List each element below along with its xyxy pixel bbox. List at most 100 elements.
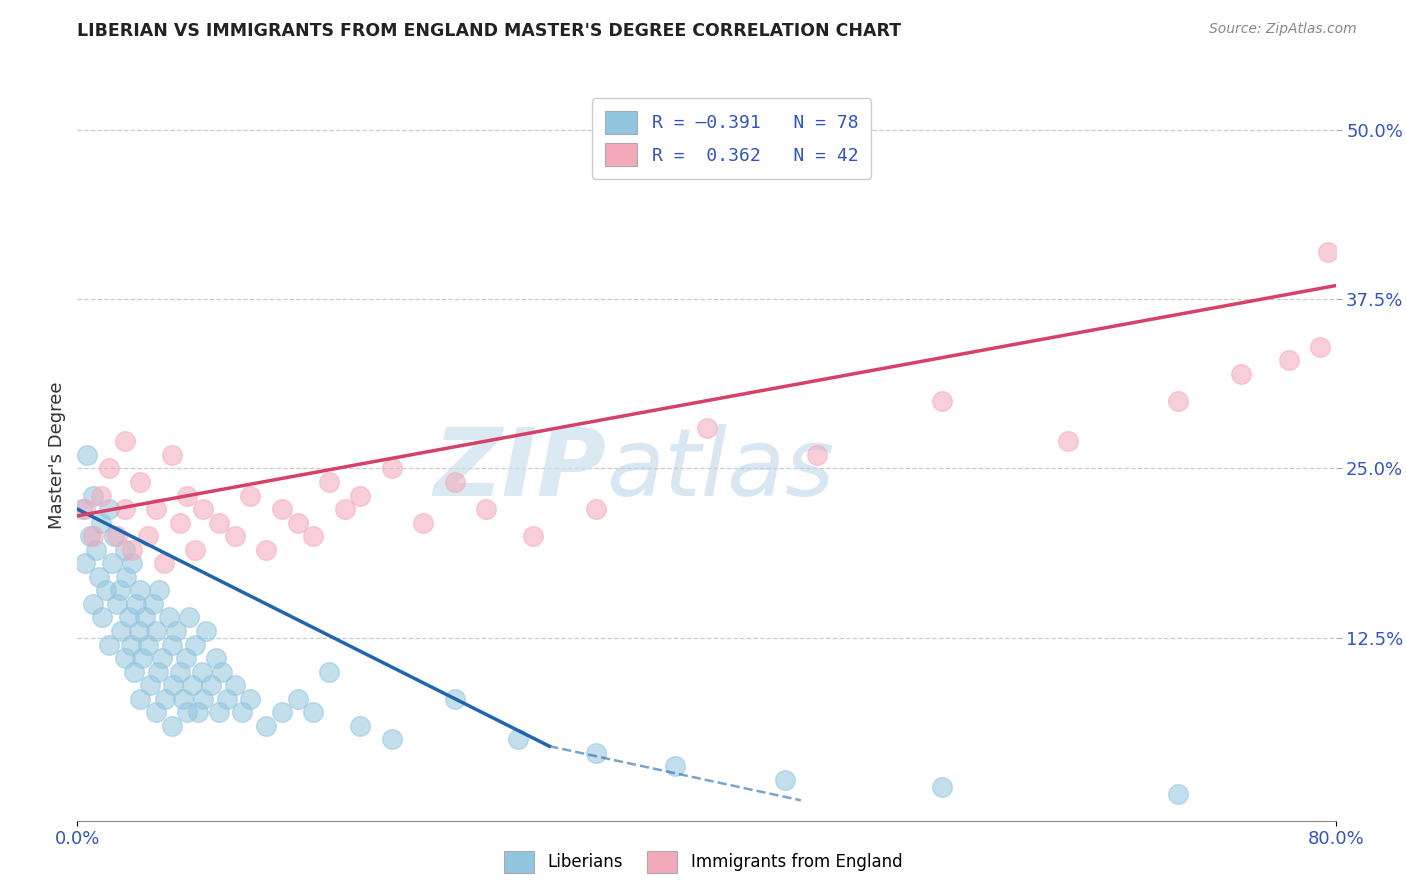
- Point: [115, 570, 138, 584]
- Point: [318, 665, 340, 679]
- Point: [1316, 244, 1339, 259]
- Point: [475, 502, 498, 516]
- Point: [195, 624, 218, 638]
- Point: [82, 597, 104, 611]
- Point: [239, 691, 262, 706]
- Point: [136, 638, 159, 652]
- Point: [270, 706, 292, 720]
- Point: [176, 489, 198, 503]
- Point: [931, 780, 953, 794]
- Point: [181, 678, 204, 692]
- Point: [318, 475, 340, 489]
- Point: [444, 691, 467, 706]
- Point: [177, 610, 200, 624]
- Point: [114, 651, 136, 665]
- Point: [142, 597, 165, 611]
- Point: [239, 489, 262, 503]
- Point: [75, 556, 97, 570]
- Point: [145, 624, 167, 638]
- Point: [160, 638, 183, 652]
- Point: [157, 610, 180, 624]
- Point: [122, 665, 145, 679]
- Legend: Liberians, Immigrants from England: Liberians, Immigrants from England: [496, 845, 910, 880]
- Y-axis label: Master's Degree: Master's Degree: [48, 381, 66, 529]
- Point: [585, 746, 607, 760]
- Point: [114, 542, 136, 557]
- Point: [184, 638, 207, 652]
- Point: [89, 570, 111, 584]
- Point: [349, 719, 371, 733]
- Point: [165, 624, 187, 638]
- Point: [108, 583, 131, 598]
- Point: [153, 556, 176, 570]
- Point: [121, 542, 143, 557]
- Point: [224, 678, 246, 692]
- Point: [187, 706, 209, 720]
- Point: [145, 706, 167, 720]
- Point: [120, 638, 142, 652]
- Text: LIBERIAN VS IMMIGRANTS FROM ENGLAND MASTER'S DEGREE CORRELATION CHART: LIBERIAN VS IMMIGRANTS FROM ENGLAND MAST…: [77, 22, 901, 40]
- Point: [333, 502, 356, 516]
- Point: [131, 651, 153, 665]
- Point: [121, 556, 143, 570]
- Point: [176, 706, 198, 720]
- Point: [148, 583, 170, 598]
- Point: [79, 529, 101, 543]
- Point: [231, 706, 253, 720]
- Point: [1309, 340, 1331, 354]
- Point: [76, 448, 98, 462]
- Point: [191, 691, 215, 706]
- Point: [506, 732, 529, 747]
- Point: [208, 516, 231, 530]
- Point: [94, 583, 117, 598]
- Point: [696, 421, 718, 435]
- Point: [97, 461, 120, 475]
- Point: [103, 529, 125, 543]
- Point: [145, 502, 167, 516]
- Point: [97, 638, 120, 652]
- Point: [150, 651, 173, 665]
- Point: [1167, 787, 1189, 801]
- Point: [208, 706, 231, 720]
- Point: [585, 502, 607, 516]
- Point: [134, 610, 156, 624]
- Point: [155, 691, 177, 706]
- Point: [381, 732, 404, 747]
- Point: [664, 759, 686, 773]
- Point: [200, 678, 222, 692]
- Point: [270, 502, 292, 516]
- Point: [124, 597, 146, 611]
- Point: [169, 665, 191, 679]
- Point: [105, 529, 128, 543]
- Point: [773, 772, 796, 787]
- Point: [1167, 393, 1189, 408]
- Legend: R = –0.391   N = 78, R =  0.362   N = 42: R = –0.391 N = 78, R = 0.362 N = 42: [592, 98, 872, 179]
- Point: [90, 516, 112, 530]
- Point: [91, 610, 114, 624]
- Point: [806, 448, 828, 462]
- Text: Source: ZipAtlas.com: Source: ZipAtlas.com: [1209, 22, 1357, 37]
- Point: [129, 583, 152, 598]
- Point: [174, 651, 197, 665]
- Point: [101, 556, 124, 570]
- Text: atlas: atlas: [606, 424, 834, 515]
- Point: [82, 529, 104, 543]
- Point: [191, 502, 215, 516]
- Point: [128, 624, 150, 638]
- Point: [146, 665, 169, 679]
- Point: [136, 529, 159, 543]
- Point: [302, 529, 325, 543]
- Point: [75, 502, 97, 516]
- Point: [254, 719, 277, 733]
- Point: [138, 678, 160, 692]
- Point: [82, 489, 104, 503]
- Point: [110, 624, 132, 638]
- Point: [302, 706, 325, 720]
- Point: [160, 719, 183, 733]
- Point: [254, 542, 277, 557]
- Point: [522, 529, 544, 543]
- Point: [105, 597, 128, 611]
- Point: [97, 502, 120, 516]
- Point: [160, 448, 183, 462]
- Point: [412, 516, 434, 530]
